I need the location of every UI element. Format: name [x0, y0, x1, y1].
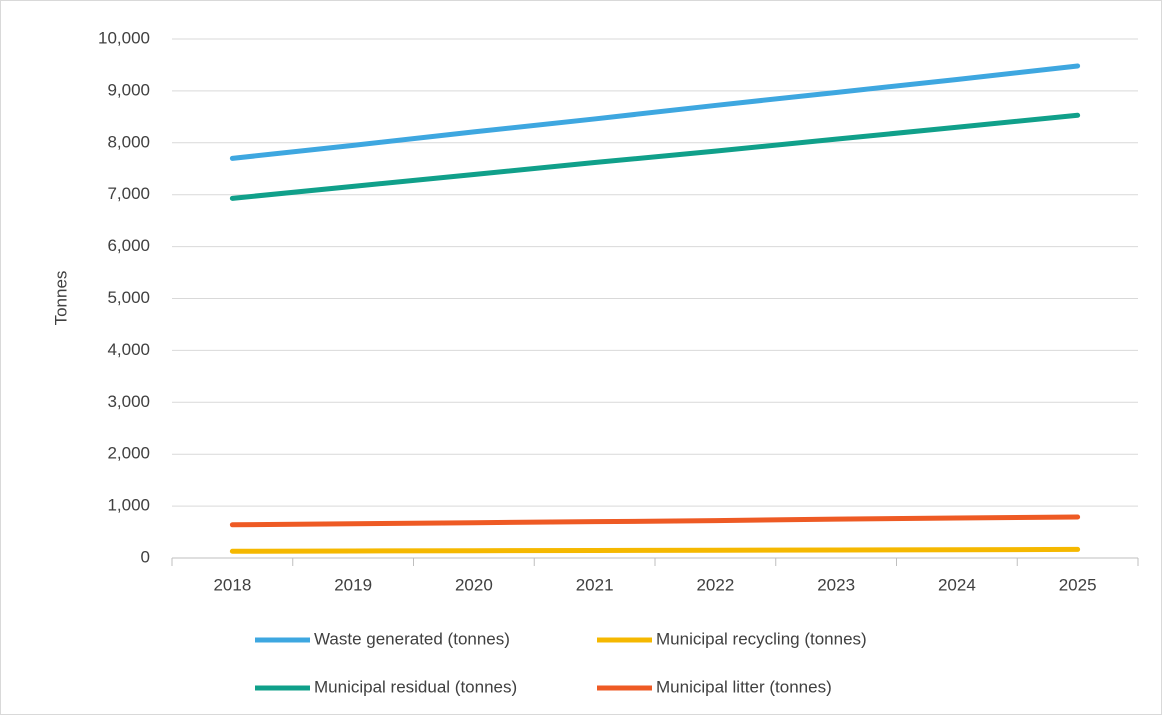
y-axis-label: Tonnes — [51, 271, 70, 326]
y-tick-label: 7,000 — [107, 184, 150, 203]
series-line — [229, 514, 1081, 528]
legend-label: Municipal litter (tonnes) — [656, 677, 832, 696]
x-tick-label: 2020 — [455, 575, 493, 594]
x-tick-label: 2025 — [1059, 575, 1097, 594]
y-tick-label: 3,000 — [107, 392, 150, 411]
x-tick-label: 2023 — [817, 575, 855, 594]
y-tick-label: 6,000 — [107, 236, 150, 255]
legend-label: Waste generated (tonnes) — [314, 629, 510, 648]
x-tick-label: 2021 — [576, 575, 614, 594]
x-tick-label: 2018 — [213, 575, 251, 594]
y-tick-label: 5,000 — [107, 288, 150, 307]
series-line — [229, 63, 1081, 161]
y-tick-label: 10,000 — [98, 28, 150, 47]
y-tick-label: 9,000 — [107, 80, 150, 99]
x-tick-label: 2024 — [938, 575, 976, 594]
y-tick-label: 0 — [141, 547, 150, 566]
legend-label: Municipal recycling (tonnes) — [656, 629, 867, 648]
y-tick-label: 4,000 — [107, 340, 150, 359]
series-line — [229, 112, 1081, 201]
y-tick-label: 2,000 — [107, 444, 150, 463]
y-tick-label: 1,000 — [107, 496, 150, 515]
legend-label: Municipal residual (tonnes) — [314, 677, 517, 696]
series-line — [229, 546, 1081, 554]
x-tick-label: 2022 — [696, 575, 734, 594]
y-tick-label: 8,000 — [107, 132, 150, 151]
x-tick-label: 2019 — [334, 575, 372, 594]
